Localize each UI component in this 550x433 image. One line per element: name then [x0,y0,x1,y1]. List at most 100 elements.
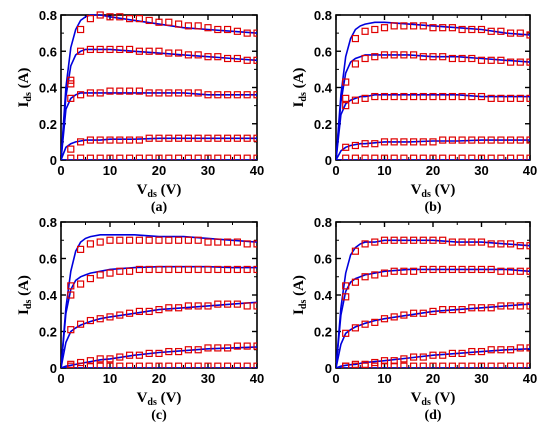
x-tick-label: 40 [250,371,264,386]
measured-point [243,362,251,368]
measured-point [351,60,359,68]
measured-point [155,154,163,160]
panel-a: 0 10 20 30 40 0 0.2 0.4 0.6 0.8 Vds (V) Ids (A) (a) [16,8,264,215]
measured-point [67,291,75,299]
x-tick-label: 0 [57,371,64,386]
measured-point [243,265,251,274]
measured-point [342,362,350,368]
measured-point [194,51,202,59]
measured-point [155,134,163,142]
measured-point [224,238,232,246]
measured-point [526,31,530,39]
measured-point [96,89,104,97]
measured-point [86,89,95,97]
panel-d: 0 10 20 30 40 0 0.2 0.4 0.6 0.8 Vds (V) Ids (A) (d) [291,215,537,423]
model-line [61,48,257,160]
x-tick-label: 30 [201,163,215,178]
measured-point [224,134,232,142]
y-tick-label: 0 [325,153,332,168]
measured-point [125,351,134,359]
measured-point [125,45,134,54]
x-axis-label-subscript: ds [421,189,431,200]
x-tick-label: 30 [201,371,215,386]
measured-point [361,240,369,248]
measured-point [390,362,398,368]
x-axis-label-subscript: ds [147,397,157,408]
measured-point [419,236,427,244]
x-axis-label-unit: (V) [157,182,182,198]
measured-point [214,344,222,352]
data-layer [61,11,257,160]
x-axis-label-main: V [137,390,148,406]
measured-point [224,300,232,308]
measured-point [526,94,530,102]
measured-point [419,154,427,160]
measured-point [135,87,143,95]
measured-point [165,89,173,97]
measured-point [253,91,257,99]
measured-point [410,236,418,244]
measured-point [96,154,104,160]
measured-point [145,236,153,244]
measured-point [468,362,476,368]
measured-point [194,302,202,310]
measured-point [507,362,515,368]
measured-point [184,302,192,310]
measured-point [390,267,398,275]
measured-point [507,346,515,354]
measured-point [487,27,495,35]
measured-point [342,94,350,102]
measured-point [145,307,153,316]
measured-point [243,154,251,160]
measured-point [448,24,456,32]
measured-point [67,282,75,290]
measured-point [371,53,379,61]
x-tick-label: 40 [523,371,537,386]
measured-point [125,87,134,95]
x-tick-label: 10 [377,371,391,386]
measured-point [526,242,530,250]
panel-label: (b) [424,200,441,215]
measured-point [165,154,173,160]
measured-point [371,140,379,148]
measured-point [243,29,251,37]
panel-label: (a) [151,200,168,215]
measured-point [214,300,222,308]
measured-point [155,236,163,244]
measured-point [361,140,369,148]
x-axis-label-main: V [137,182,148,198]
measured-point [400,311,408,319]
measured-point [439,265,447,274]
x-axis-label-subscript: ds [421,397,431,408]
measured-point [106,362,114,368]
y-tick-label: 0.6 [39,252,57,267]
measured-point [96,11,104,19]
y-axis-label-unit: (A) [291,275,307,300]
measured-point [194,265,202,274]
x-axis-label-main: V [411,390,422,406]
measured-point [204,344,212,352]
model-line [336,348,530,368]
measured-point [361,320,369,328]
measured-point [204,154,212,160]
measured-point [458,349,466,357]
measured-point [439,306,447,314]
measured-point [419,22,427,30]
measured-point [429,362,437,368]
measured-point [351,96,359,104]
measured-point [67,80,75,88]
x-axis-label: Vds (V) [137,390,182,408]
x-tick-label: 0 [332,371,339,386]
measured-point [106,13,114,21]
measured-point [468,347,476,356]
measured-point [526,58,530,66]
measured-point [67,362,75,368]
data-layer [336,21,530,160]
measured-point [400,138,408,146]
measured-point [410,154,418,160]
x-tick-label: 40 [523,163,537,178]
measured-point [448,92,456,101]
measured-point [371,238,379,246]
measured-point [507,240,515,248]
measured-point [477,238,486,246]
